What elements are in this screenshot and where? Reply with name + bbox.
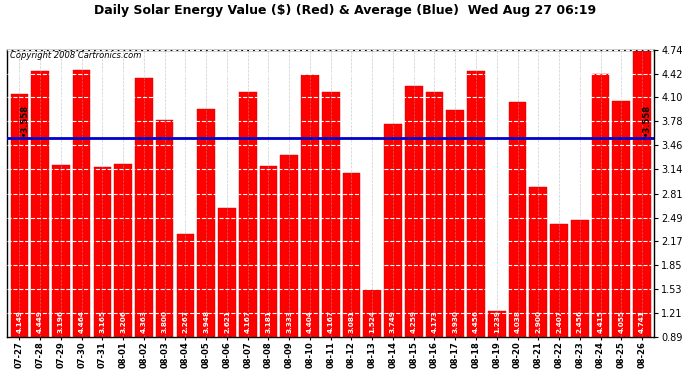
Text: 4.038: 4.038	[515, 310, 520, 333]
Text: 4.167: 4.167	[328, 310, 334, 333]
Text: 3.948: 3.948	[203, 310, 209, 333]
Text: 4.464: 4.464	[79, 310, 85, 333]
Bar	[239, 92, 257, 337]
Bar	[218, 208, 236, 337]
Bar	[156, 120, 173, 337]
Text: 4.456: 4.456	[473, 310, 479, 333]
Bar	[529, 187, 547, 337]
Bar	[509, 102, 526, 337]
Text: 2.621: 2.621	[224, 310, 230, 333]
Text: 3.165: 3.165	[99, 310, 106, 333]
Bar	[94, 167, 111, 337]
Bar	[135, 78, 152, 337]
Text: 2.407: 2.407	[556, 310, 562, 333]
Text: 2.267: 2.267	[182, 310, 188, 333]
Bar	[322, 92, 339, 337]
Bar	[571, 220, 589, 337]
Bar	[10, 94, 28, 337]
Text: 4.173: 4.173	[431, 310, 437, 333]
Bar	[197, 109, 215, 337]
Text: 2.900: 2.900	[535, 310, 541, 333]
Text: 4.449: 4.449	[37, 310, 43, 333]
Bar	[426, 92, 443, 337]
Bar	[31, 71, 49, 337]
Text: Daily Solar Energy Value ($) (Red) & Average (Blue)  Wed Aug 27 06:19: Daily Solar Energy Value ($) (Red) & Ave…	[94, 4, 596, 17]
Text: 3.196: 3.196	[58, 310, 64, 333]
Bar	[467, 71, 485, 337]
Bar	[446, 110, 464, 337]
Bar	[280, 154, 298, 337]
Text: •3.558: •3.558	[19, 104, 28, 136]
Bar	[177, 234, 195, 337]
Text: 4.415: 4.415	[598, 310, 604, 333]
Text: 4.363: 4.363	[141, 310, 147, 333]
Bar	[613, 101, 630, 337]
Bar	[488, 311, 506, 337]
Bar	[259, 166, 277, 337]
Text: 4.741: 4.741	[639, 310, 645, 333]
Text: 1.239: 1.239	[494, 310, 500, 333]
Bar	[115, 164, 132, 337]
Text: 4.404: 4.404	[307, 310, 313, 333]
Bar	[384, 124, 402, 337]
Bar	[343, 174, 360, 337]
Text: •3.558: •3.558	[642, 104, 651, 136]
Text: 4.149: 4.149	[17, 310, 22, 333]
Text: 3.930: 3.930	[452, 310, 458, 333]
Bar	[633, 50, 651, 337]
Text: 4.167: 4.167	[245, 310, 250, 333]
Text: 3.800: 3.800	[161, 310, 168, 333]
Text: 4.055: 4.055	[618, 310, 624, 333]
Text: 3.206: 3.206	[120, 310, 126, 333]
Bar	[592, 74, 609, 337]
Text: 3.749: 3.749	[390, 310, 396, 333]
Text: 3.333: 3.333	[286, 310, 292, 333]
Text: Copyright 2008 Cartronics.com: Copyright 2008 Cartronics.com	[10, 51, 141, 60]
Text: 2.456: 2.456	[577, 310, 583, 333]
Text: 4.259: 4.259	[411, 310, 417, 333]
Bar	[73, 70, 90, 337]
Text: 3.181: 3.181	[266, 310, 271, 333]
Bar	[550, 224, 568, 337]
Bar	[405, 86, 422, 337]
Text: 3.081: 3.081	[348, 310, 355, 333]
Bar	[364, 290, 381, 337]
Text: 1.524: 1.524	[369, 310, 375, 333]
Bar	[52, 165, 70, 337]
Bar	[301, 75, 319, 337]
